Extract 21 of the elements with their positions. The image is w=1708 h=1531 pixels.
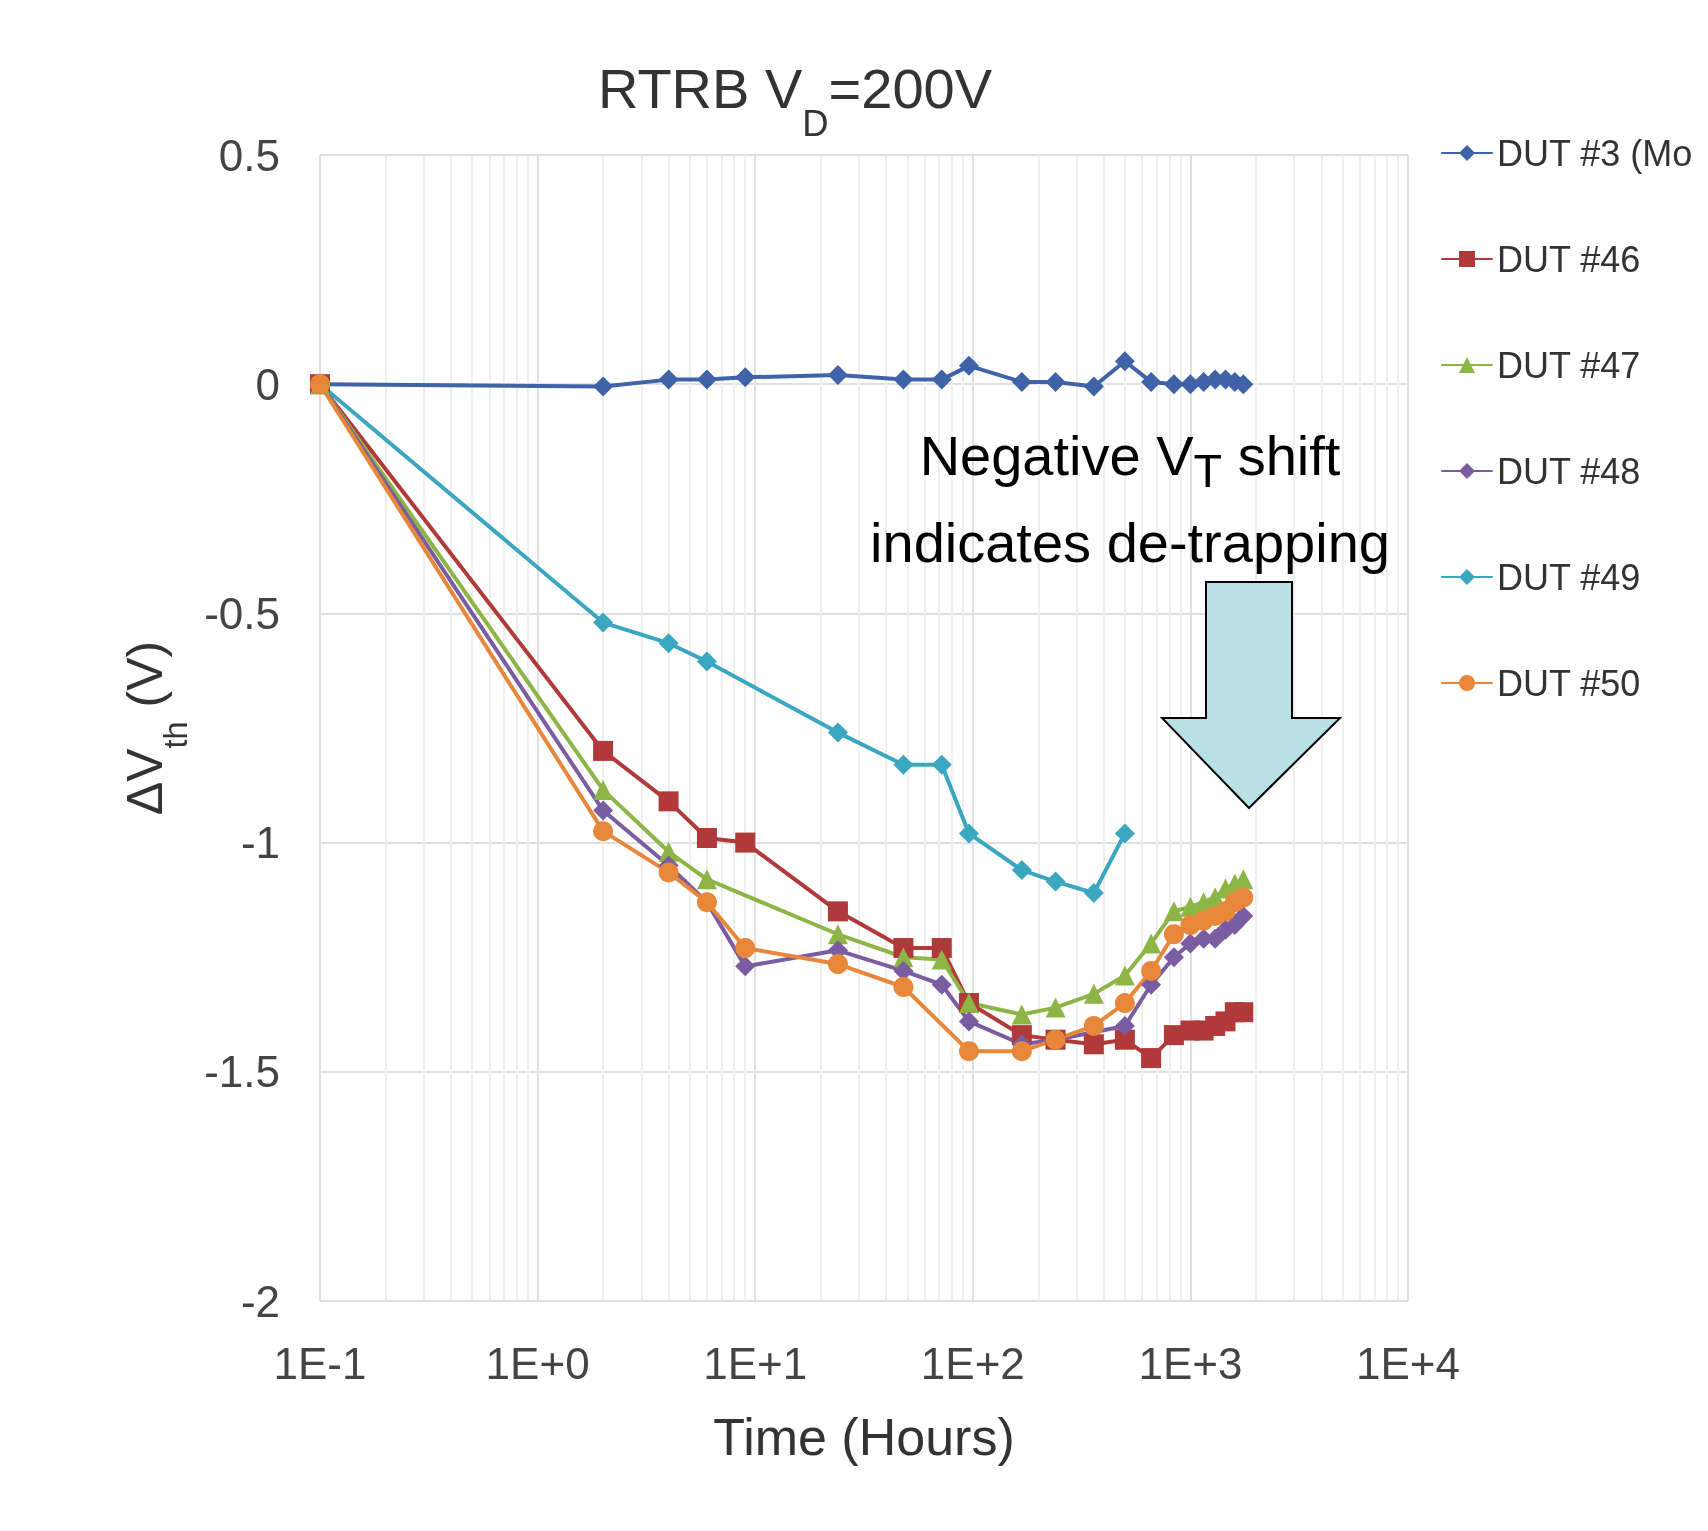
x-tick-label: 1E+3 xyxy=(1138,1338,1243,1388)
y-tick-label: -2 xyxy=(240,1276,280,1326)
y-tick-label: -1.5 xyxy=(204,1047,280,1097)
x-tick-label: 1E+4 xyxy=(1356,1338,1460,1388)
legend-label: DUT #47 xyxy=(1496,344,1641,386)
legend-label: DUT #3 (Mo xyxy=(1496,132,1693,174)
y-axis-title: ΔVth (V) xyxy=(117,640,194,816)
y-tick-label: 0 xyxy=(255,359,280,409)
legend-label: DUT #50 xyxy=(1496,662,1641,704)
x-tick-label: 1E+0 xyxy=(485,1338,590,1388)
y-tick-label: -0.5 xyxy=(204,588,280,638)
x-tick-label: 1E-1 xyxy=(273,1338,367,1388)
y-tick-label: -1 xyxy=(240,818,280,868)
annotation: Negative V$_{T}$ shift indicates de-trapping xyxy=(869,423,1391,577)
x-axis-title: Time (Hours) xyxy=(713,1408,1015,1466)
x-tick-label: 1E+2 xyxy=(920,1338,1025,1388)
x-tick-label: 1E+1 xyxy=(703,1338,808,1388)
legend-label: DUT #49 xyxy=(1496,556,1641,598)
legend-label: DUT #46 xyxy=(1496,238,1641,280)
legend-label: DUT #48 xyxy=(1496,450,1641,492)
y-tick-label: 0.5 xyxy=(218,130,280,180)
